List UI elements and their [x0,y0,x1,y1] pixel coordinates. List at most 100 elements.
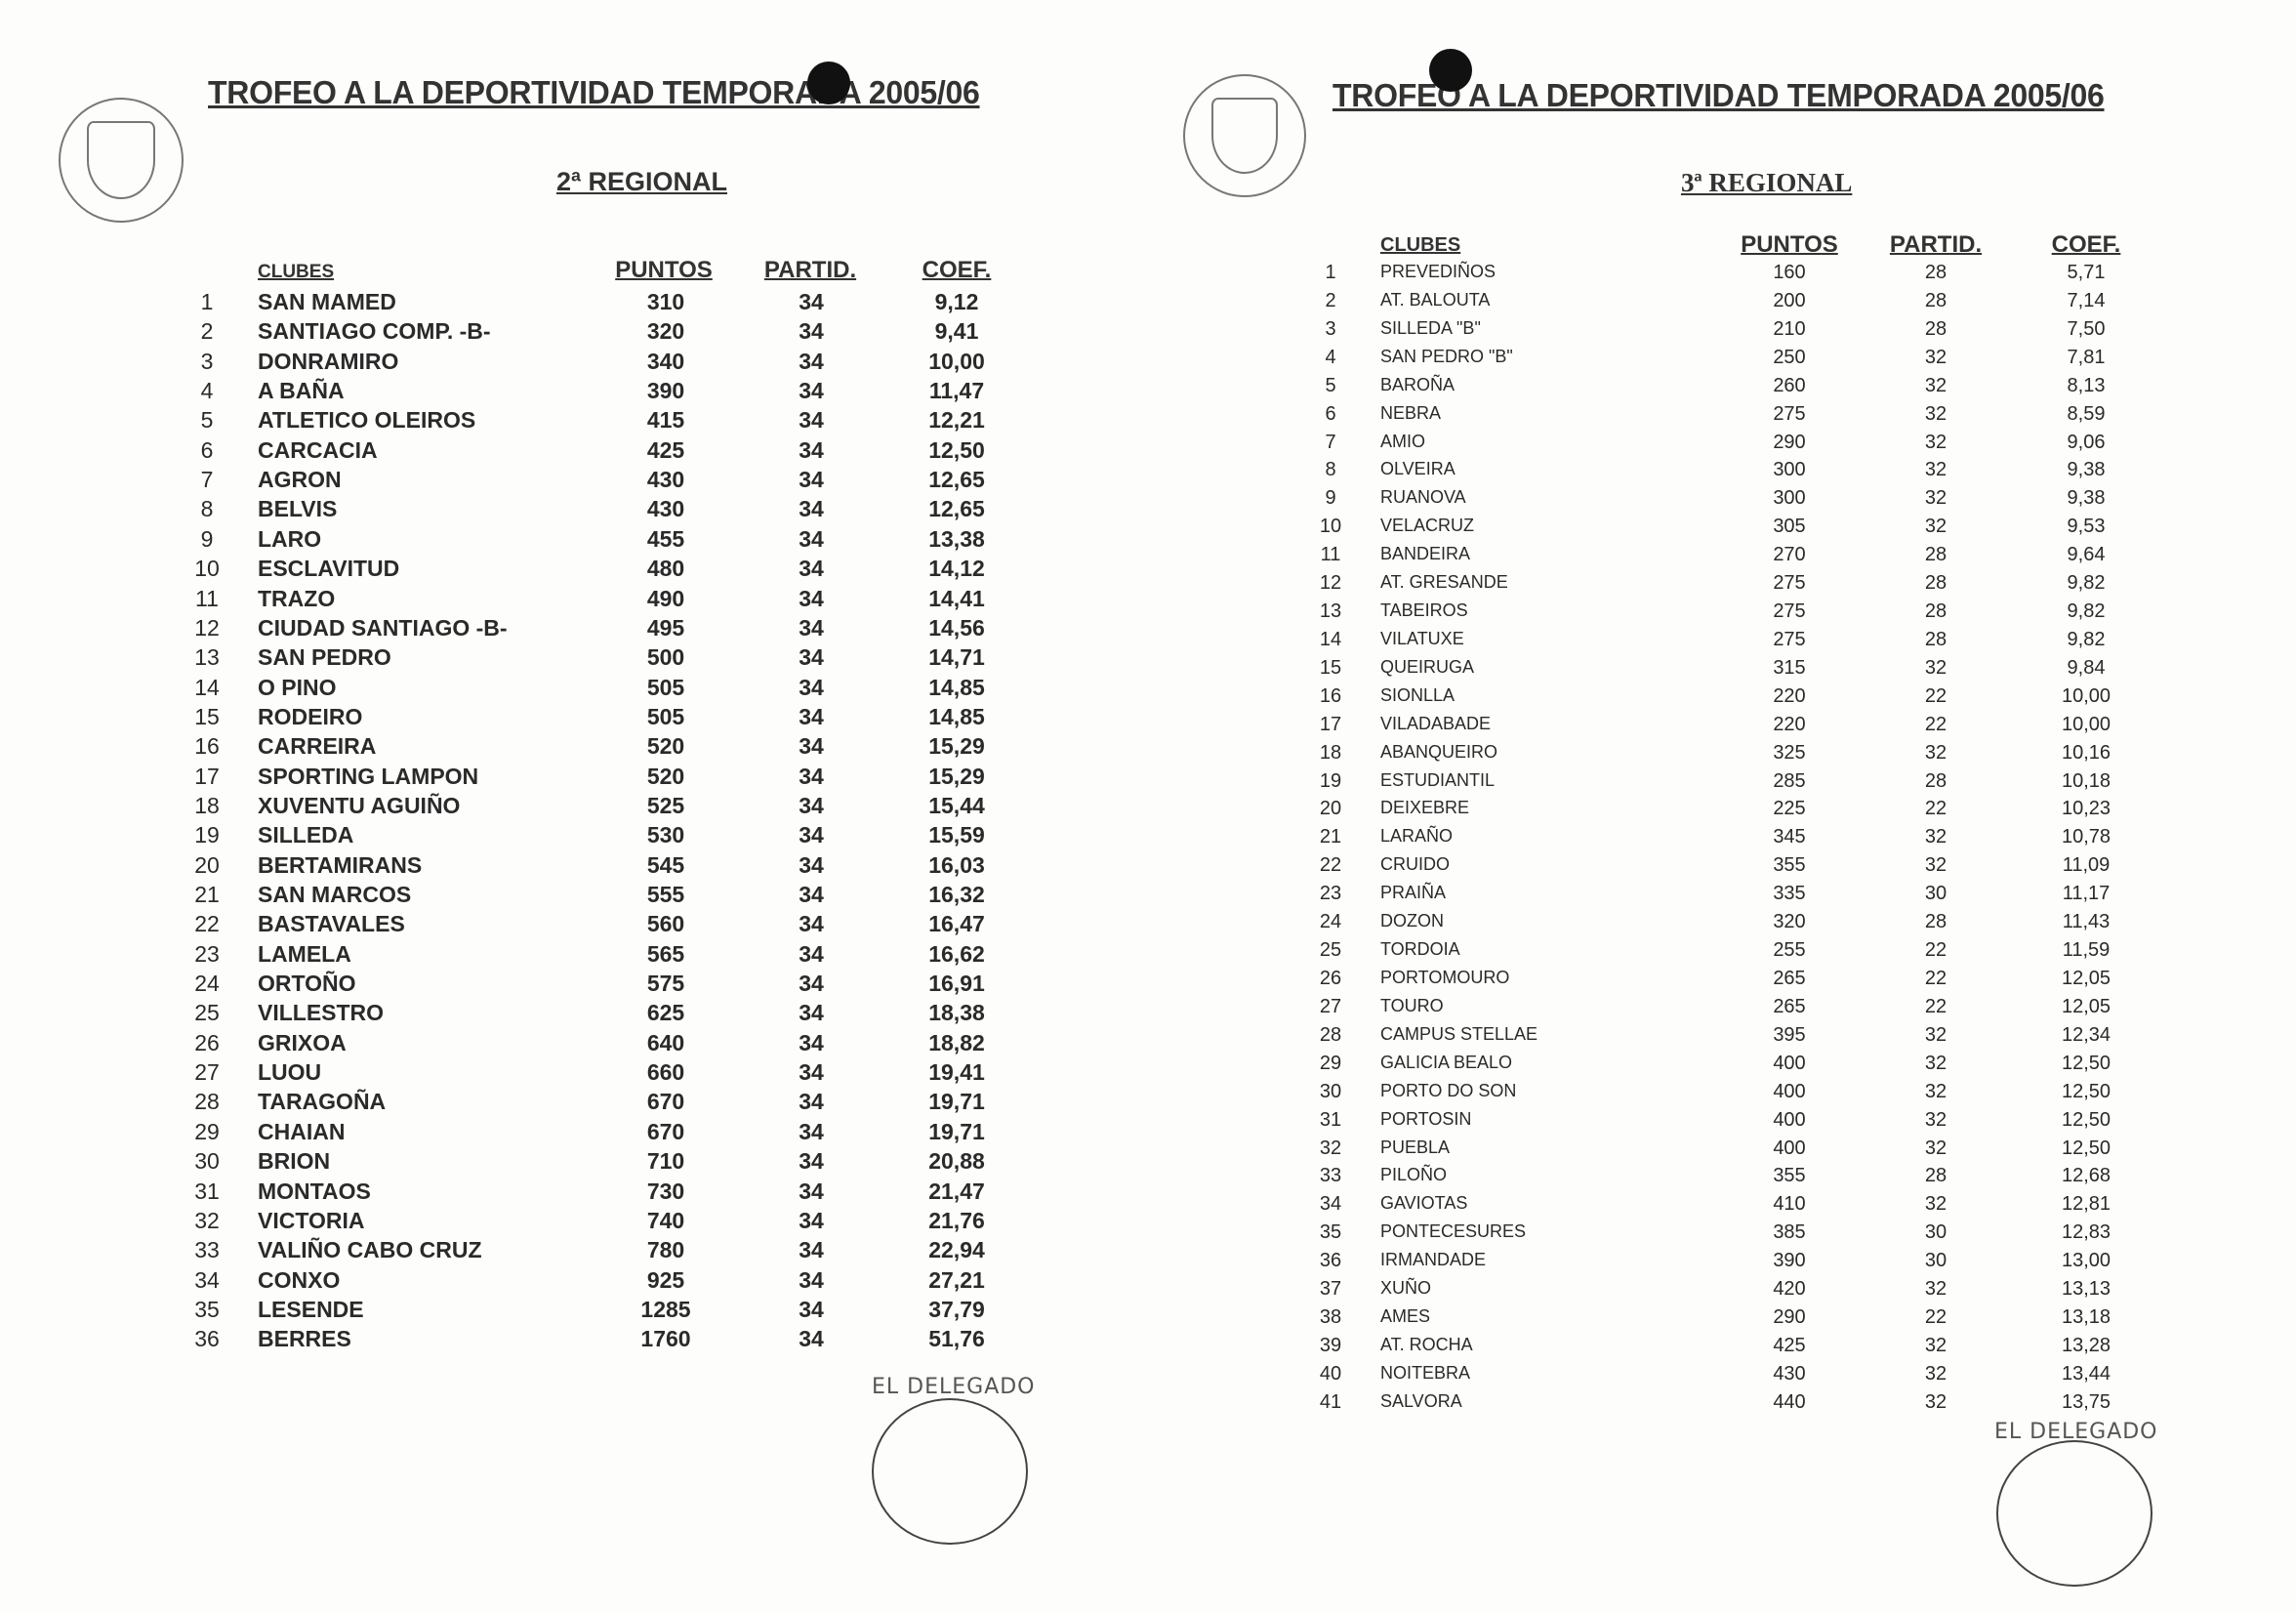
cell-club: SIONLLA [1380,684,1456,705]
cell-coef: 51,76 [928,1326,985,1352]
cell-coef: 12,50 [2061,1080,2112,1102]
cell-puntos: 730 [646,1178,685,1204]
cell-club: NOITEBRA [1380,1362,1471,1383]
cell-club: OLVEIRA [1380,459,1456,479]
cell-partid: 34 [799,1059,824,1086]
cell-club: CIUDAD SANTIAGO -B- [258,614,508,641]
cell-puntos: 275 [1773,402,1806,425]
cell-puntos: 400 [1773,1108,1806,1131]
cell-rank: 20 [194,851,220,878]
cell-puntos: 320 [1773,911,1806,933]
cell-puntos: 640 [646,1029,685,1055]
cell-club: LUOU [258,1059,322,1086]
cell-partid: 34 [799,318,824,345]
cell-puntos: 505 [646,703,685,729]
cell-partid: 34 [799,1118,824,1144]
cell-rank: 18 [194,792,220,818]
cell-rank: 27 [1319,995,1342,1017]
cell-puntos: 285 [1773,769,1806,792]
cell-partid: 32 [1924,1193,1948,1216]
cell-club: SILLEDA [258,822,354,848]
cell-rank: 32 [194,1207,220,1233]
signature-stamp [872,1398,1028,1545]
cell-puntos: 710 [646,1148,685,1175]
punch-hole-icon [1429,49,1472,92]
cell-club: SAN PEDRO [258,644,391,671]
cell-coef: 9,84 [2067,656,2106,679]
cell-puntos: 560 [646,911,685,937]
cell-coef: 15,44 [928,792,985,818]
cell-club: DOZON [1380,911,1444,931]
cell-puntos: 395 [1773,1023,1806,1046]
cell-rank: 33 [1319,1165,1342,1187]
cell-coef: 27,21 [928,1266,985,1293]
cell-coef: 11,17 [2062,883,2111,905]
cell-puntos: 390 [1773,1250,1806,1272]
cell-partid: 34 [799,851,824,878]
cell-partid: 22 [1924,995,1948,1017]
cell-puntos: 500 [646,644,685,671]
cell-puntos: 1760 [640,1326,691,1352]
cell-partid: 22 [1924,1306,1948,1329]
cell-coef: 7,50 [2067,317,2106,340]
cell-partid: 28 [1924,628,1948,650]
cell-rank: 2 [200,318,214,345]
cell-club: PILOÑO [1380,1165,1448,1185]
cell-partid: 22 [1924,684,1948,707]
cell-partid: 32 [1924,1362,1948,1385]
cell-puntos: 565 [646,940,685,967]
cell-rank: 6 [200,436,214,463]
cell-partid: 28 [1924,600,1948,623]
cell-coef: 19,71 [928,1089,985,1115]
cell-puntos: 200 [1773,289,1806,311]
cell-partid: 34 [799,614,824,641]
cell-partid: 34 [799,348,824,374]
cell-coef: 14,85 [928,703,985,729]
cell-rank: 30 [194,1148,220,1175]
cell-partid: 34 [799,1237,824,1263]
cell-partid: 34 [799,496,824,522]
cell-rank: 4 [200,378,214,404]
cell-rank: 3 [200,348,214,374]
cell-rank: 7 [1325,431,1336,453]
cell-rank: 5 [200,407,214,434]
cell-rank: 37 [1319,1278,1342,1301]
cell-coef: 11,09 [2062,854,2111,877]
cell-club: AT. GRESANDE [1380,572,1508,593]
cell-coef: 10,78 [2061,826,2112,848]
cell-club: VILLESTRO [258,1000,385,1026]
cell-rank: 18 [1319,741,1342,764]
cell-rank: 26 [1319,968,1342,989]
cell-club: GAVIOTAS [1380,1193,1468,1214]
cell-puntos: 670 [646,1089,685,1115]
cell-club: QUEIRUGA [1380,656,1475,677]
cell-puntos: 385 [1773,1221,1806,1244]
header-puntos: PUNTOS [1741,231,1838,258]
cell-partid: 34 [799,1207,824,1233]
cell-puntos: 220 [1773,713,1806,735]
cell-club: TOURO [1380,995,1444,1015]
cell-puntos: 265 [1773,968,1806,989]
cell-rank: 22 [194,911,220,937]
cell-partid: 34 [799,378,824,404]
cell-coef: 22,94 [928,1237,985,1263]
cell-rank: 28 [1319,1023,1342,1046]
cell-rank: 22 [1319,854,1342,877]
cell-club: DONRAMIRO [258,348,399,374]
cell-rank: 28 [194,1089,220,1115]
cell-puntos: 300 [1773,487,1806,510]
cell-partid: 28 [1924,289,1948,311]
cell-partid: 32 [1924,487,1948,510]
cell-puntos: 530 [646,822,685,848]
cell-club: CRUIDO [1380,854,1450,875]
cell-puntos: 415 [646,407,685,434]
cell-club: XUVENTU AGUIÑO [258,792,461,818]
cell-puntos: 925 [646,1266,685,1293]
cell-puntos: 425 [646,436,685,463]
cell-club: CONXO [258,1266,341,1293]
cell-club: O PINO [258,674,337,700]
cell-rank: 3 [1325,317,1336,340]
cell-partid: 22 [1924,713,1948,735]
cell-puntos: 455 [646,525,685,552]
